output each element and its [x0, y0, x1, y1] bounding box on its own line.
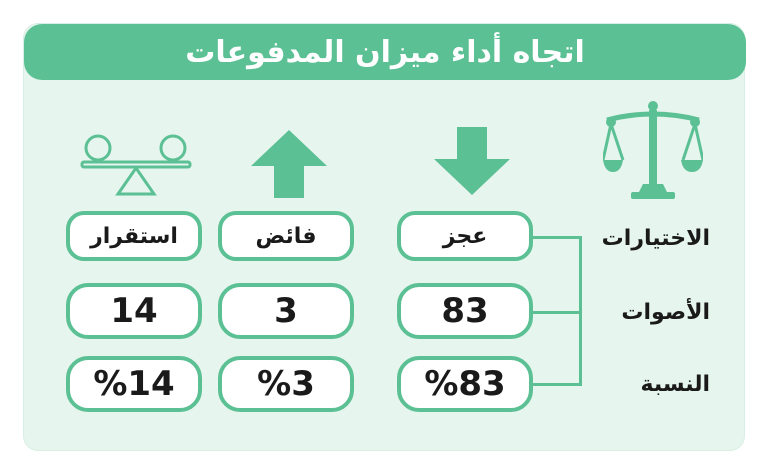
- votes-value-stability: 14: [66, 283, 202, 339]
- column-header-deficit: عجز: [397, 211, 533, 261]
- connector-line-top: [533, 236, 581, 239]
- votes-value-surplus: 3: [218, 283, 354, 339]
- up-arrow-icon: [251, 130, 327, 198]
- down-arrow-icon: [434, 127, 510, 195]
- connector-line-bottom: [533, 383, 581, 386]
- balanced-seesaw-icon: [80, 134, 192, 196]
- scales-of-justice-icon: [603, 101, 703, 199]
- percent-value-deficit: %83: [397, 356, 533, 412]
- column-header-surplus: فائض: [218, 211, 354, 261]
- votes-value-deficit: 83: [397, 283, 533, 339]
- page-title: اتجاه أداء ميزان المدفوعات: [24, 24, 746, 80]
- column-header-stability: استقرار: [66, 211, 202, 261]
- connector-line-middle: [533, 311, 581, 314]
- row-label-votes: الأصوات: [621, 300, 710, 325]
- percent-value-stability: %14: [66, 356, 202, 412]
- row-label-choices: الاختيارات: [601, 226, 710, 251]
- row-label-ratio: النسبة: [640, 372, 711, 397]
- percent-value-surplus: %3: [218, 356, 354, 412]
